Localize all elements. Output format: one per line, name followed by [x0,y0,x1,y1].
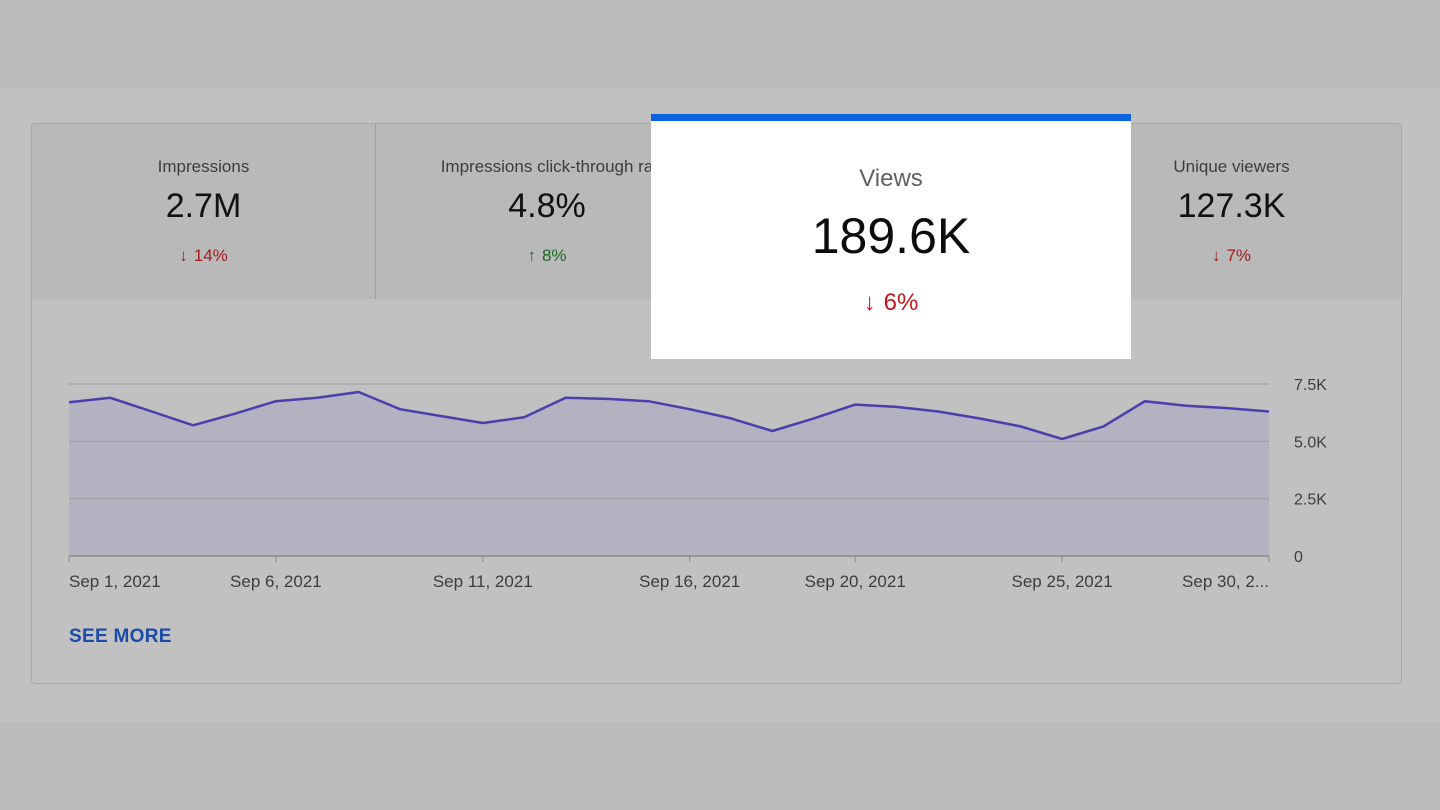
x-tick-label: Sep 1, 2021 [69,572,161,591]
metric-label: Unique viewers [1173,157,1290,176]
metric-delta-value: 8% [541,246,567,265]
arrow-down-icon: ↓ [863,289,876,316]
x-tick-label: Sep 25, 2021 [1012,572,1113,591]
x-tick-label: Sep 11, 2021 [433,572,533,591]
metric-value: 189.6K [811,208,971,264]
arrow-down-icon: ↓ [179,246,188,265]
metric-label: Views [859,165,923,192]
y-tick-label: 2.5K [1294,492,1327,509]
metric-delta-value: 7% [1226,246,1252,265]
series-line [68,390,1270,441]
y-tick-label: 7.5K [1294,377,1327,394]
metric-delta: ↓ 6% [651,289,1131,317]
metric-delta-value: 6% [883,289,919,316]
metric-delta: ↓ 7% [1060,246,1401,266]
metric-delta: ↑ 8% [376,246,718,266]
tab-views-selected[interactable]: Views 189.6K ↓ 6% [651,114,1131,359]
arrow-up-icon: ↑ [527,246,536,265]
series-area [69,392,1269,556]
tab-divider [375,124,376,299]
views-chart: 0 2.5K 5.0K 7.5K Sep 1, 2021 Sep 6, 2021 Sep 1… [68,377,1327,591]
x-tick-label: Sep 16, 2021 [639,572,740,591]
metric-value: 127.3K [1177,187,1286,225]
see-more-link[interactable]: SEE MORE [69,626,172,647]
y-tick-label: 0 [1294,549,1303,566]
metric-delta: ↓ 14% [32,246,375,266]
metric-value: 4.8% [508,187,586,225]
metric-label: Impressions click-through ra [440,157,654,176]
arrow-down-icon: ↓ [1211,246,1221,265]
tab-unique-viewers[interactable]: Unique viewers 127.3K ↓ 7% [1060,124,1401,299]
metric-value: 2.7M [165,187,242,225]
x-tick-label: Sep 20, 2021 [805,572,906,591]
tab-impressions[interactable]: Impressions 2.7M ↓ 14% [32,124,375,299]
x-tick-label: Sep 6, 2021 [230,572,322,591]
metric-label: Impressions [157,157,250,176]
metric-delta-value: 14% [193,246,228,265]
x-tick-label: Sep 30, 2... [1182,572,1269,591]
tab-impressions-ctr[interactable]: Impressions click-through ra 4.8% ↑ 8% [376,124,718,299]
y-tick-label: 5.0K [1294,434,1327,451]
